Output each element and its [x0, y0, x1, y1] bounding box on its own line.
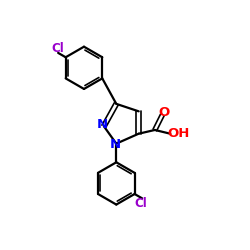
Text: OH: OH	[167, 127, 190, 140]
Text: O: O	[158, 106, 169, 118]
Text: Cl: Cl	[134, 197, 147, 210]
Text: Cl: Cl	[52, 42, 64, 55]
Text: N: N	[110, 138, 120, 151]
Text: N: N	[97, 118, 108, 132]
